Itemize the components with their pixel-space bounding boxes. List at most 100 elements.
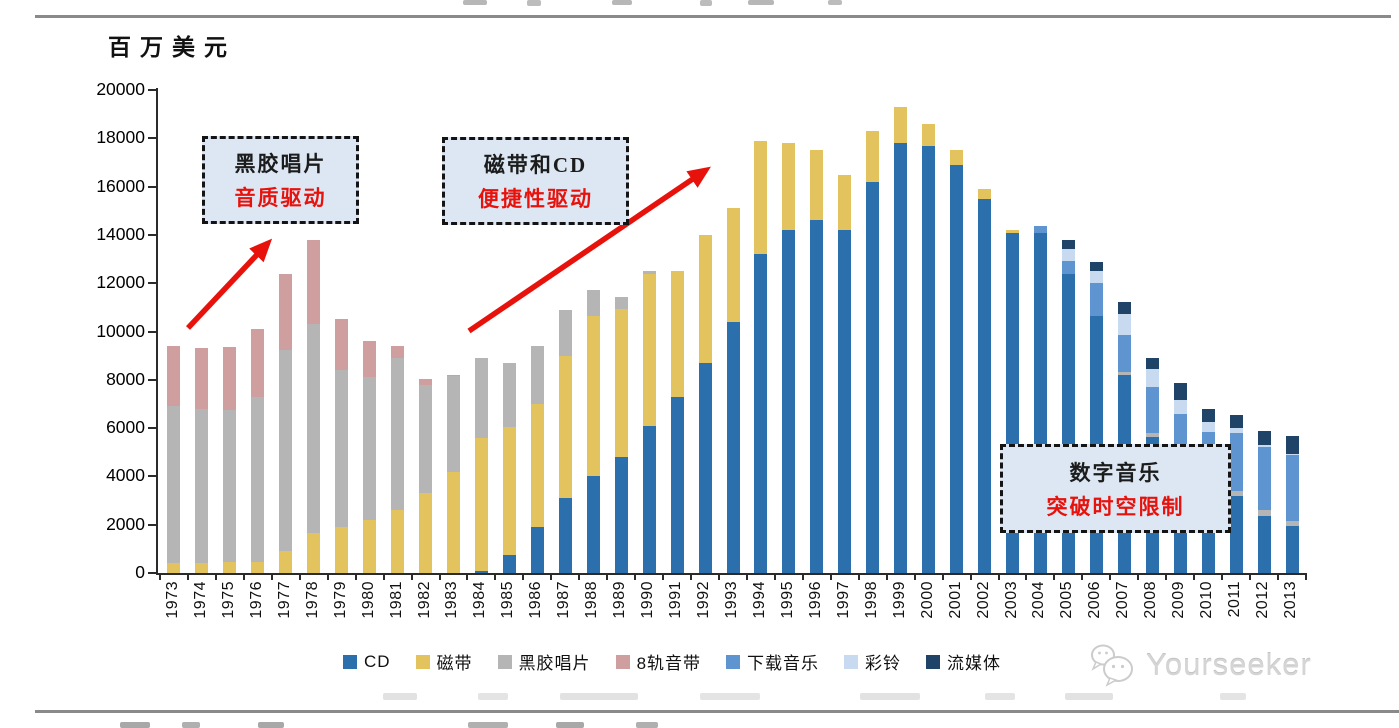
y-tick-label: 4000	[106, 465, 145, 486]
bar-segment-磁带	[1006, 230, 1019, 233]
callout-digital: 数字音乐 突破时空限制	[1000, 444, 1231, 533]
x-tick	[1193, 573, 1196, 580]
x-tick	[1221, 573, 1224, 580]
bar-2013	[1285, 436, 1299, 573]
legend: CD 磁带 黑胶唱片 8轨音带 下载音乐 彩铃 流媒体	[343, 649, 1001, 674]
bar-1993	[726, 208, 740, 573]
x-label-1995: 1995	[778, 581, 796, 619]
bar-segment-磁带	[251, 562, 265, 573]
bar-1999	[894, 106, 908, 573]
bar-2012	[1257, 430, 1271, 573]
y-tick-label: 6000	[106, 417, 145, 438]
bar-segment-磁带	[698, 234, 712, 363]
bar-segment-CD	[642, 425, 656, 573]
bar-segment-CD	[614, 457, 628, 573]
x-label-1998: 1998	[862, 581, 880, 619]
x-label-1981: 1981	[387, 581, 405, 619]
y-tick	[148, 475, 156, 478]
bar-segment-磁带	[922, 123, 936, 146]
bar-segment-黑胶唱片	[1257, 510, 1271, 517]
x-tick	[662, 573, 665, 580]
bar-segment-流媒体	[1173, 383, 1187, 401]
x-tick	[773, 573, 776, 580]
bar-segment-磁带	[810, 150, 824, 221]
bar-1985	[502, 362, 516, 573]
cropped-text-fragment	[527, 0, 541, 6]
cropped-text-fragment	[860, 693, 920, 700]
bar-segment-磁带	[167, 563, 181, 573]
bar-segment-黑胶唱片	[530, 346, 544, 404]
x-label-1990: 1990	[639, 581, 657, 619]
bar-segment-流媒体	[1201, 408, 1215, 423]
x-tick	[857, 573, 860, 580]
y-tick	[148, 572, 156, 574]
bar-segment-黑胶唱片	[474, 358, 488, 438]
x-axis-line	[156, 573, 1306, 575]
y-tick	[148, 427, 156, 430]
bar-segment-CD	[726, 321, 740, 573]
x-tick	[1109, 573, 1112, 580]
bar-segment-彩铃	[1145, 369, 1159, 388]
y-tick-label: 16000	[96, 175, 145, 196]
callout-vinyl-subtitle: 音质驱动	[234, 186, 327, 210]
bar-segment-磁带	[978, 189, 992, 199]
bar-segment-磁带	[558, 355, 572, 499]
cropped-text-fragment	[700, 0, 712, 6]
x-label-2007: 2007	[1114, 581, 1132, 619]
bar-1979	[335, 319, 349, 573]
y-tick	[148, 185, 156, 188]
cropped-text-fragment	[478, 693, 508, 700]
legend-item-下载音乐: 下载音乐	[726, 649, 819, 674]
x-tick	[159, 573, 161, 580]
y-tick-label: 0	[135, 562, 145, 582]
x-label-1984: 1984	[471, 581, 489, 619]
bar-segment-黑胶唱片	[223, 410, 237, 563]
x-label-1980: 1980	[359, 581, 377, 619]
bar-segment-磁带	[474, 437, 488, 571]
x-label-1994: 1994	[750, 581, 768, 619]
x-tick	[718, 573, 721, 580]
bar-segment-彩铃	[1257, 445, 1271, 448]
bar-segment-磁带	[419, 493, 433, 573]
legend-swatch	[926, 654, 941, 669]
x-label-1979: 1979	[331, 581, 349, 619]
top-divider	[35, 15, 1391, 18]
bar-segment-黑胶唱片	[1285, 520, 1299, 526]
bar-segment-8轨音带	[363, 341, 377, 378]
legend-swatch	[726, 654, 741, 669]
x-label-2000: 2000	[918, 581, 936, 619]
cropped-text-fragment	[468, 722, 508, 728]
x-label-2011: 2011	[1226, 581, 1244, 618]
bar-segment-黑胶唱片	[391, 358, 405, 511]
cropped-text-fragment	[258, 722, 284, 728]
x-tick	[1165, 573, 1168, 580]
bar-1995	[782, 143, 796, 573]
bar-1992	[698, 234, 712, 573]
bar-segment-黑胶唱片	[335, 370, 349, 528]
bar-segment-彩铃	[1201, 422, 1215, 432]
bar-segment-CD	[894, 143, 908, 573]
bar-1974	[195, 348, 209, 573]
cropped-text-fragment	[383, 693, 417, 700]
bar-segment-黑胶唱片	[279, 349, 293, 552]
bar-segment-彩铃	[1285, 454, 1299, 456]
bar-segment-CD	[474, 570, 488, 573]
y-tick	[148, 282, 156, 285]
x-tick	[270, 573, 273, 580]
x-label-2006: 2006	[1086, 581, 1104, 619]
bar-segment-8轨音带	[419, 378, 433, 385]
legend-swatch	[415, 654, 430, 669]
cropped-text-fragment	[636, 722, 658, 728]
x-label-2002: 2002	[974, 581, 992, 619]
watermark: Yourseeker	[1088, 642, 1312, 688]
bar-segment-CD	[698, 362, 712, 573]
bar-segment-黑胶唱片	[363, 377, 377, 520]
cropped-text-fragment	[985, 693, 1015, 700]
y-axis-line	[156, 88, 158, 575]
bottom-divider	[35, 710, 1399, 713]
bar-1990	[642, 271, 656, 573]
x-tick	[550, 573, 553, 580]
bar-1983	[446, 374, 460, 573]
legend-label: 黑胶唱片	[518, 654, 591, 673]
